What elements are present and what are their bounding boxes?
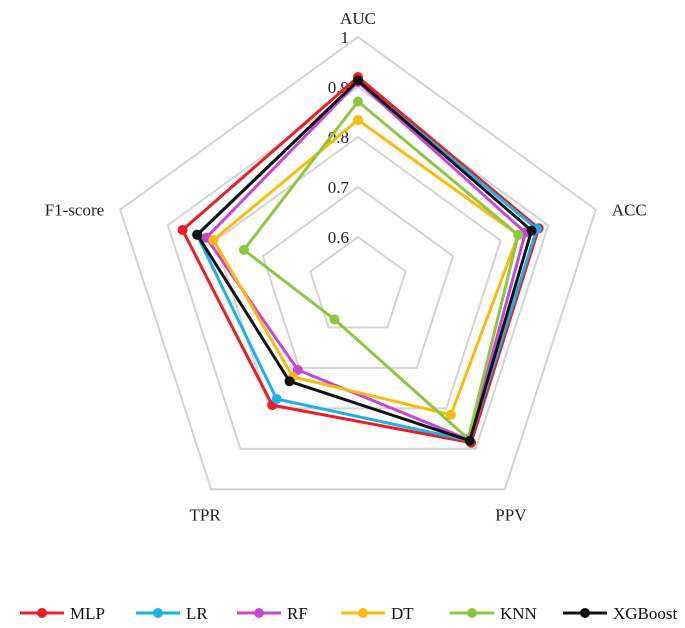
point-rf-tpr xyxy=(292,364,303,375)
grid-ring-0.6 xyxy=(309,235,407,329)
point-xgboost-ppv xyxy=(464,435,475,446)
legend-label-dt: DT xyxy=(391,604,414,623)
point-xgboost-auc xyxy=(353,75,363,86)
series-line-xgboost xyxy=(195,79,534,443)
point-xgboost-acc xyxy=(526,225,537,236)
axis-label-ppv: PPV xyxy=(495,505,527,524)
axis-label-auc: AUC xyxy=(340,9,376,28)
grid-ring-1 xyxy=(119,35,597,491)
axis-label-acc: ACC xyxy=(612,201,647,220)
point-lr-tpr xyxy=(271,394,282,404)
point-knn-acc xyxy=(513,229,524,240)
series-line-mlp xyxy=(181,75,541,445)
tick-label-0.7: 0.7 xyxy=(328,178,350,197)
legend-marker-xgboost xyxy=(580,608,590,618)
radar-grid xyxy=(119,35,597,491)
point-dt-auc xyxy=(353,115,363,125)
legend-label-knn: KNN xyxy=(500,604,537,623)
tick-label-1: 1 xyxy=(341,28,350,47)
grid-ring-0.9 xyxy=(166,85,550,450)
legend-marker-knn xyxy=(467,608,477,618)
legend-label-lr: LR xyxy=(186,604,208,623)
point-dt-f1-score xyxy=(208,235,219,245)
legend-label-mlp: MLP xyxy=(70,604,105,623)
point-xgboost-f1-score xyxy=(192,229,203,240)
point-mlp-f1-score xyxy=(177,225,188,235)
axis-labels: AUC ACC PPV TPR F1-score xyxy=(45,9,647,524)
point-dt-ppv xyxy=(445,409,456,420)
grid-ring-0.8 xyxy=(214,135,502,410)
point-knn-tpr xyxy=(329,314,340,325)
point-xgboost-tpr xyxy=(284,376,295,387)
legend-marker-rf xyxy=(254,608,264,618)
grid-ring-0.7 xyxy=(261,185,455,369)
legend-marker-mlp xyxy=(37,608,47,618)
series-line-rf xyxy=(204,80,527,442)
point-knn-f1-score xyxy=(238,244,249,255)
legend: MLP LR RF DT KNN XGBoost xyxy=(20,604,678,623)
axis-label-f1-score: F1-score xyxy=(45,201,104,220)
series-line-knn xyxy=(242,100,520,441)
axis-label-tpr: TPR xyxy=(190,505,222,524)
point-knn-auc xyxy=(353,96,363,107)
tick-label-0.6: 0.6 xyxy=(328,228,349,247)
legend-marker-lr xyxy=(153,608,163,618)
series-layer xyxy=(177,72,544,448)
series-line-dt xyxy=(211,118,520,417)
legend-label-xgboost: XGBoost xyxy=(613,604,678,623)
legend-marker-dt xyxy=(358,608,368,618)
legend-label-rf: RF xyxy=(287,604,308,623)
